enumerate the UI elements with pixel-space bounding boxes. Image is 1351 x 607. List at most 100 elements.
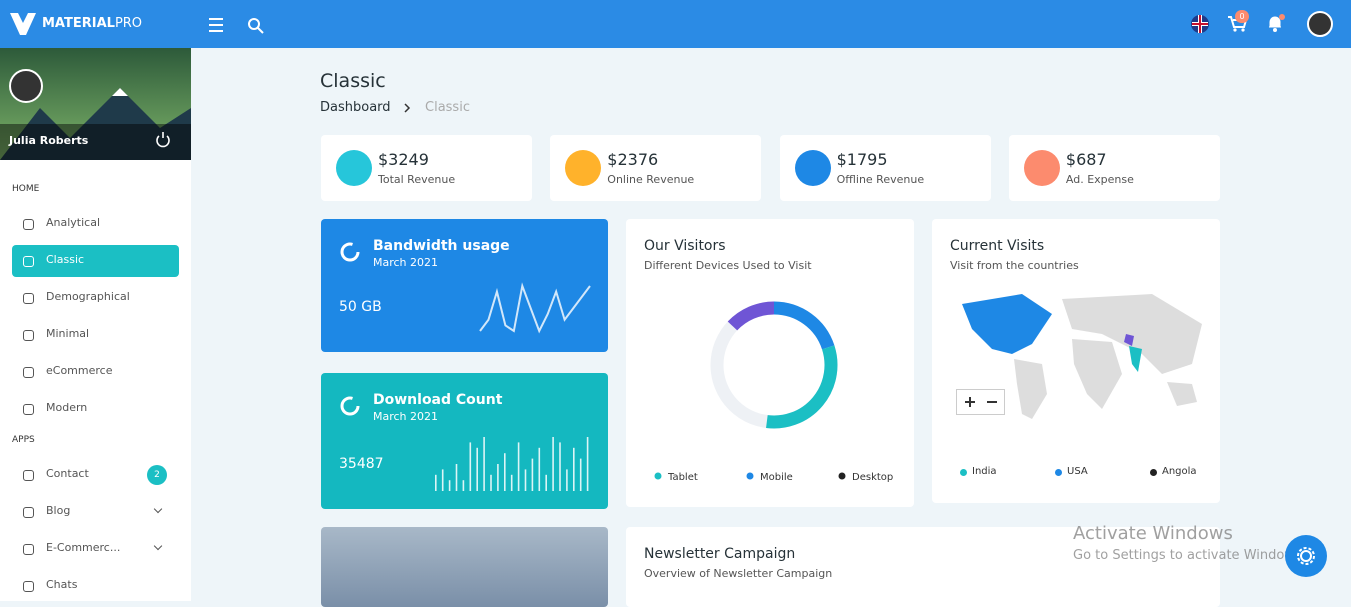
stat-card: $1795 Offline Revenue xyxy=(779,135,991,201)
nav-icon xyxy=(23,219,34,230)
flag[interactable] xyxy=(1190,14,1210,34)
bar xyxy=(469,442,472,491)
nav-item[interactable]: Contact xyxy=(46,467,89,480)
bar xyxy=(476,447,478,491)
stat-label: Online Revenue xyxy=(607,173,695,186)
section-title: HOME xyxy=(12,184,40,194)
bar-spark xyxy=(435,437,589,491)
bandwidth-card: Bandwidth usage March 2021 50 GB xyxy=(321,219,608,352)
nav-item[interactable]: Analytical xyxy=(46,216,101,229)
ring-icon xyxy=(340,396,360,416)
legend-label: India xyxy=(972,466,997,477)
stat-icon xyxy=(794,150,831,186)
stat-label: Ad. Expense xyxy=(1065,173,1134,186)
bar xyxy=(545,474,547,491)
donut-segment xyxy=(727,301,775,331)
bell[interactable] xyxy=(1266,13,1286,33)
nav-arrow xyxy=(153,504,163,514)
brand: MATERIALPRO xyxy=(42,16,143,31)
breadcrumb-sep xyxy=(404,103,411,113)
breadcrumb-1[interactable]: Dashboard xyxy=(320,100,391,115)
bar xyxy=(510,474,513,491)
nav-icon xyxy=(23,470,34,481)
legend-label: Tablet xyxy=(667,472,698,483)
donut-segment xyxy=(766,345,838,429)
legend-dot xyxy=(1055,469,1062,476)
visitors-card: Our Visitors Different Devices Used to V… xyxy=(626,219,914,507)
nav-icon xyxy=(23,544,34,555)
bar xyxy=(490,474,492,491)
donut-segment xyxy=(773,301,835,350)
avatar[interactable] xyxy=(1307,11,1333,37)
stat-label: Total Revenue xyxy=(378,173,456,186)
active-bg xyxy=(12,245,179,277)
bar xyxy=(566,469,568,491)
stat-icon xyxy=(565,150,602,186)
card-value: 35487 xyxy=(339,456,384,472)
bar xyxy=(441,469,444,491)
card-title: Download Count xyxy=(373,392,503,408)
stat-value: $2376 xyxy=(607,150,659,169)
bar xyxy=(497,464,499,491)
nav-icon xyxy=(23,367,34,378)
zoom-controls[interactable] xyxy=(956,389,1006,415)
bar xyxy=(483,437,485,491)
profile-bg xyxy=(0,48,191,160)
stat-card: $3249 Total Revenue xyxy=(321,135,532,201)
bar xyxy=(579,458,582,491)
sidebar: Julia Roberts HOME Analytical Classic Demog… xyxy=(0,48,191,601)
nav-item[interactable]: eCommerce xyxy=(46,364,113,377)
settings-button[interactable] xyxy=(1285,535,1327,577)
nav-icon xyxy=(23,507,34,518)
nav-item[interactable]: Blog xyxy=(46,504,71,517)
legend-label: Angola xyxy=(1162,466,1197,477)
nav-item[interactable]: E-Commerc... xyxy=(46,541,121,554)
stat-value: $687 xyxy=(1065,150,1107,169)
legend-dot xyxy=(654,472,662,480)
card-value: 50 GB xyxy=(339,299,382,315)
nav-item[interactable]: Modern xyxy=(46,401,88,414)
nav-badge: 2 xyxy=(147,465,167,485)
top-icons[interactable] xyxy=(207,16,267,34)
stat-icon xyxy=(1023,150,1060,186)
card-title: Newsletter Campaign xyxy=(644,546,796,562)
stat-label: Offline Revenue xyxy=(836,173,925,186)
visits-card: Current Visits Visit from the countries … xyxy=(932,219,1220,503)
sparkline xyxy=(479,282,591,334)
card-subtitle: Different Devices Used to Visit xyxy=(644,259,812,272)
bar xyxy=(455,464,458,491)
nav-icon xyxy=(23,581,34,592)
bar xyxy=(559,442,561,491)
bar xyxy=(552,437,554,491)
image-card xyxy=(321,527,608,607)
legend-label: Mobile xyxy=(760,472,793,483)
section-title: APPS xyxy=(12,435,35,445)
bar xyxy=(504,453,506,491)
donut-chart: Tablet Mobile Desktop xyxy=(654,301,893,483)
nav-item[interactable]: Chats xyxy=(46,578,78,591)
ring-icon xyxy=(340,242,360,262)
stat-value: $3249 xyxy=(378,150,429,169)
bar xyxy=(573,447,575,491)
stat-card: $2376 Online Revenue xyxy=(550,135,762,201)
watermark-text: Go to Settings to activate Windows. xyxy=(1073,548,1306,563)
bar xyxy=(435,474,437,491)
nav-icon xyxy=(23,293,34,304)
legend-dot xyxy=(960,469,967,476)
nav-item[interactable]: Classic xyxy=(46,253,85,266)
bar xyxy=(531,458,534,491)
bar xyxy=(586,437,589,491)
nav-item[interactable]: Demographical xyxy=(46,290,130,303)
bar xyxy=(538,447,541,491)
nav-icon xyxy=(23,256,34,267)
page-title: Classic xyxy=(320,70,386,92)
watermark-title: Activate Windows xyxy=(1073,523,1233,544)
bar xyxy=(448,480,451,491)
bar xyxy=(462,480,465,491)
nav-arrow xyxy=(153,541,163,551)
breadcrumb-2: Classic xyxy=(425,100,470,115)
topbar: MATERIALPRO 0 xyxy=(0,0,1351,48)
bar xyxy=(524,469,527,491)
stat-card: $687 Ad. Expense xyxy=(1008,135,1220,201)
nav-item[interactable]: Minimal xyxy=(46,327,90,340)
